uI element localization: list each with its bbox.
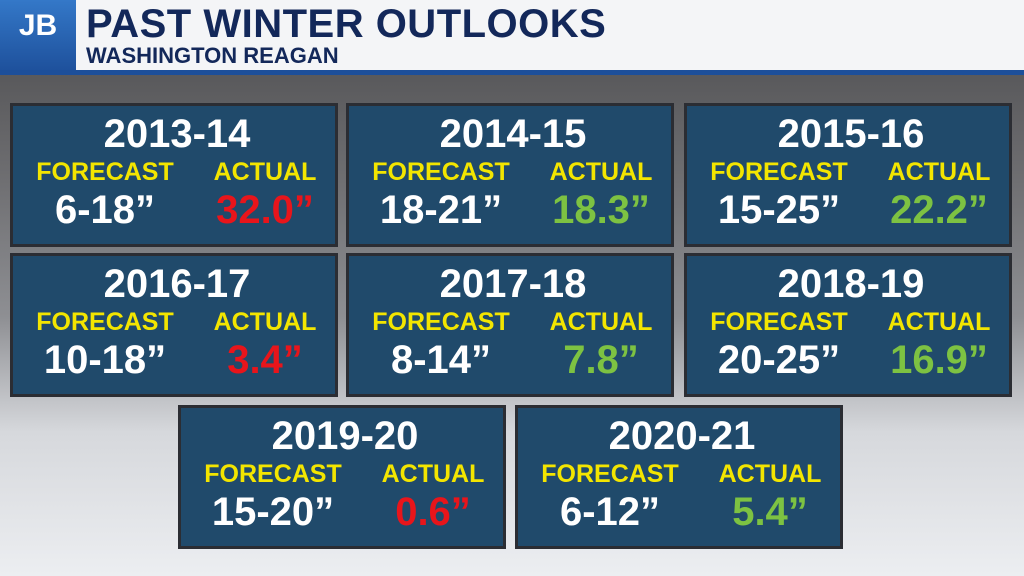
season: 2014-15 (439, 112, 587, 156)
season: 2017-18 (439, 262, 587, 306)
actual: 22.2” (890, 188, 988, 232)
actual: 32.0” (216, 188, 314, 232)
season-card: 2014-15 FORECAST ACTUAL 18-21” 18.3” (346, 103, 674, 247)
season: 2019-20 (271, 414, 419, 458)
season: 2018-19 (777, 262, 925, 306)
forecast-label: FORECAST (36, 308, 174, 336)
actual-label: ACTUAL (213, 158, 317, 186)
title: PAST WINTER OUTLOOKS (86, 2, 607, 46)
forecast: 6-18” (54, 188, 156, 232)
forecast-label: FORECAST (541, 460, 679, 488)
forecast-label: FORECAST (372, 158, 510, 186)
forecast-label: FORECAST (710, 158, 848, 186)
forecast-label: FORECAST (36, 158, 174, 186)
actual-label: ACTUAL (887, 158, 991, 186)
actual-label: ACTUAL (213, 308, 317, 336)
forecast: 20-25” (717, 338, 841, 382)
header-stripe (0, 70, 1024, 75)
forecast-label: FORECAST (710, 308, 848, 336)
forecast-label: FORECAST (204, 460, 342, 488)
actual: 0.6” (395, 490, 471, 534)
actual: 16.9” (890, 338, 988, 382)
actual-label: ACTUAL (549, 308, 653, 336)
season: 2020-21 (608, 414, 756, 458)
season-card: 2019-20 FORECAST ACTUAL 15-20” 0.6” (178, 405, 506, 549)
season-card: 2016-17 FORECAST ACTUAL 10-18” 3.4” (10, 253, 338, 397)
subtitle: WASHINGTON REAGAN (86, 43, 339, 68)
forecast: 15-20” (211, 490, 335, 534)
actual: 3.4” (227, 338, 303, 382)
header: JB PAST WINTER OUTLOOKS WASHINGTON REAGA… (0, 0, 1024, 74)
forecast: 10-18” (43, 338, 167, 382)
forecast: 6-12” (559, 490, 661, 534)
actual-label: ACTUAL (549, 158, 653, 186)
forecast: 18-21” (379, 188, 503, 232)
forecast-label: FORECAST (372, 308, 510, 336)
season: 2015-16 (777, 112, 925, 156)
season-card: 2017-18 FORECAST ACTUAL 8-14” 7.8” (346, 253, 674, 397)
season-card: 2015-16 FORECAST ACTUAL 15-25” 22.2” (684, 103, 1012, 247)
actual: 18.3” (552, 188, 650, 232)
actual: 7.8” (563, 338, 639, 382)
season: 2016-17 (103, 262, 251, 306)
season: 2013-14 (103, 112, 251, 156)
forecast: 15-25” (717, 188, 841, 232)
logo: JB (0, 0, 76, 74)
actual: 5.4” (732, 490, 808, 534)
actual-label: ACTUAL (718, 460, 822, 488)
season-card: 2018-19 FORECAST ACTUAL 20-25” 16.9” (684, 253, 1012, 397)
season-card: 2020-21 FORECAST ACTUAL 6-12” 5.4” (515, 405, 843, 549)
season-card: 2013-14 FORECAST ACTUAL 6-18” 32.0” (10, 103, 338, 247)
actual-label: ACTUAL (381, 460, 485, 488)
actual-label: ACTUAL (887, 308, 991, 336)
forecast: 8-14” (390, 338, 492, 382)
